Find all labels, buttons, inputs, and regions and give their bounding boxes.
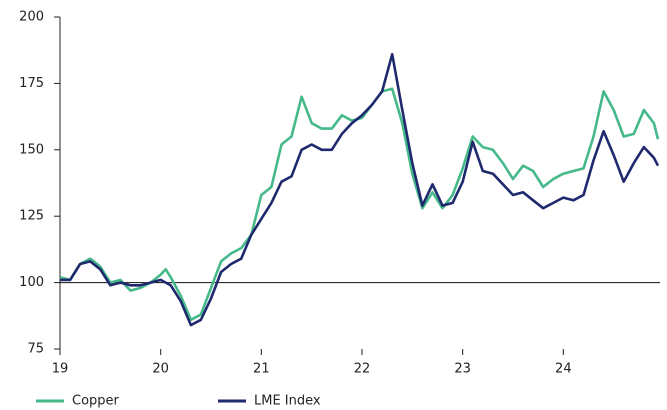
legend-label: Copper [72,394,120,409]
x-tick-label: 20 [152,362,169,377]
y-tick-label: 75 [27,342,44,357]
series-line [59,87,660,322]
y-tick-label: 150 [19,142,44,157]
x-tick-label: 19 [52,362,69,377]
x-tick-label: 22 [354,362,371,377]
x-tick-label: 24 [555,362,572,377]
y-tick-label: 100 [19,275,44,290]
series-line [60,52,660,327]
y-tick-label: 200 [19,10,44,25]
legend-label: LME Index [254,394,321,409]
x-tick-label: 21 [253,362,270,377]
x-tick-label: 23 [454,362,471,377]
y-tick-label: 125 [19,209,44,224]
y-tick-label: 175 [19,76,44,91]
